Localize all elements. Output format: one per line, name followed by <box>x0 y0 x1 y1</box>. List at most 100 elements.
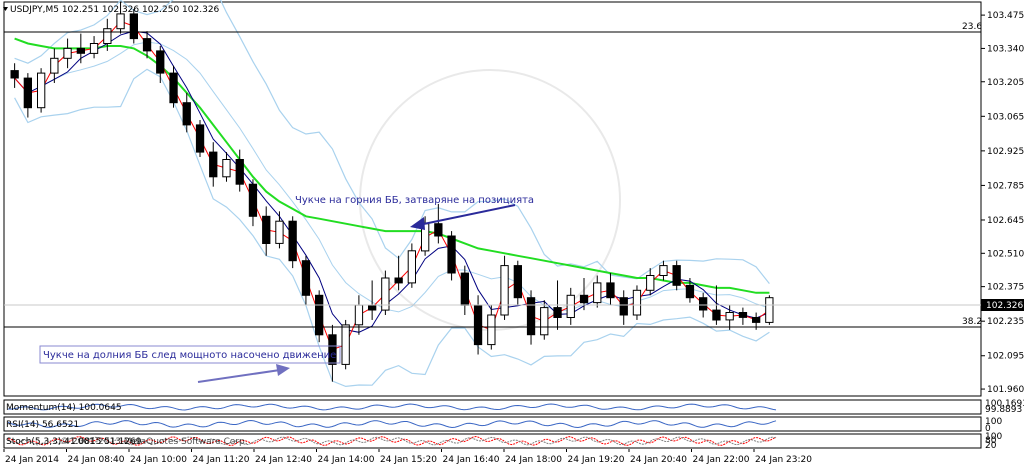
rsi-label: RSI(14) 56.6521 <box>6 420 79 430</box>
current-price-box <box>981 299 1024 311</box>
bull-candle <box>540 307 549 336</box>
stochastic-scale-80: 80 <box>985 436 997 446</box>
bull-candle <box>116 13 125 30</box>
price-tick-label: 102.925 <box>987 147 1024 157</box>
bear-candle <box>394 277 403 284</box>
time-tick-label: 24 Jan 22:00 <box>693 455 750 465</box>
bollinger-lower-line <box>14 68 770 388</box>
price-tick-label: 103.205 <box>987 78 1024 88</box>
bear-candle <box>182 102 191 126</box>
bear-candle <box>195 124 205 153</box>
bear-candle <box>156 50 165 74</box>
bear-candle <box>434 223 443 237</box>
bear-candle <box>447 235 456 274</box>
bear-candle <box>526 297 536 336</box>
stochastic-label: Stoch(5,3,3) 41.0815 51.1269 <box>6 437 142 447</box>
bear-candle <box>301 260 311 296</box>
bull-candle <box>275 220 284 244</box>
bear-candle <box>579 294 589 304</box>
bear-candle <box>129 13 138 40</box>
price-tick-label: 103.475 <box>987 11 1024 21</box>
time-tick-label: 24 Jan 15:20 <box>380 455 437 465</box>
bull-candle <box>593 282 602 304</box>
bear-candle <box>76 47 85 54</box>
momentum-scale-bottom: 99.8893 <box>985 405 1022 415</box>
time-tick-label: 24 Jan 11:20 <box>193 455 250 465</box>
upper-annotation: Чукче на горния ББ, затваряне на позиция… <box>295 195 534 206</box>
copyright-text: © 2001-2013 MetaQuotes Software Corp. <box>60 437 248 447</box>
bear-candle <box>169 72 178 104</box>
price-tick-label: 102.510 <box>987 249 1024 259</box>
bull-candle <box>632 289 642 316</box>
price-tick-label: 102.785 <box>987 181 1024 191</box>
bear-candle <box>712 309 721 321</box>
momentum-scale-top: 100.1693 <box>985 399 1024 409</box>
bull-candle <box>487 314 496 346</box>
rsi-pane[interactable] <box>3 416 982 432</box>
price-tick-label: 101.960 <box>987 385 1024 395</box>
lower-annotation-box <box>39 345 341 364</box>
bear-candle <box>315 294 324 336</box>
bear-candle <box>368 304 377 311</box>
bull-candle <box>646 275 655 291</box>
bear-candle <box>235 159 244 185</box>
price-tick-label: 103.340 <box>987 44 1024 54</box>
fib-level-23-label: 23.6 <box>962 22 982 32</box>
price-tick-label: 102.375 <box>987 283 1024 293</box>
time-tick-label: 24 Jan 19:20 <box>568 455 625 465</box>
bull-candle <box>103 28 112 45</box>
bull-candle <box>50 57 59 74</box>
bull-candle <box>89 43 99 54</box>
time-tick-label: 24 Jan 10:00 <box>130 455 187 465</box>
bear-candle <box>460 272 470 306</box>
bear-candle <box>606 282 615 299</box>
bear-candle <box>10 70 19 79</box>
bear-candle <box>738 312 748 318</box>
bull-candle <box>566 294 575 318</box>
bear-candle <box>619 297 628 316</box>
bear-candle <box>699 297 708 311</box>
bull-candle <box>37 72 46 109</box>
bollinger-middle-line <box>14 41 770 313</box>
bull-candle <box>725 312 734 321</box>
stochastic-scale-20: 20 <box>985 441 997 451</box>
rsi-scale-top: 100 <box>985 417 1002 427</box>
bear-candle <box>553 307 562 319</box>
rsi-line <box>7 419 777 429</box>
stochastic-scale-100: 100 <box>985 432 1002 442</box>
time-tick-label: 24 Jan 2014 <box>5 455 59 465</box>
bear-candle <box>328 334 337 365</box>
bull-candle <box>659 265 668 277</box>
ma-fast-line <box>14 20 770 351</box>
lower-annotation: Чукче на долния ББ след мощното насочено… <box>43 350 336 361</box>
bear-candle <box>288 220 297 262</box>
bear-candle <box>209 151 218 178</box>
bear-candle <box>23 77 33 109</box>
price-tick-label: 103.065 <box>987 112 1024 122</box>
time-axis[interactable]: 24 Jan 2014 24 Jan 08:40 24 Jan 10:00 24 Ja… <box>3 449 812 465</box>
symbol-header: USDJPY,M5 102.251 102.326 102.250 102.32… <box>10 5 220 15</box>
bollinger-bands <box>14 0 770 388</box>
bull-candle <box>341 324 350 365</box>
stochastic-pane[interactable] <box>3 433 982 449</box>
price-tick-label: 102.095 <box>987 352 1024 362</box>
bear-candle <box>672 265 681 286</box>
time-tick-label: 24 Jan 20:40 <box>630 455 687 465</box>
time-tick-label: 24 Jan 18:00 <box>505 455 562 465</box>
price-tick-label: 102.235 <box>987 317 1024 327</box>
momentum-pane[interactable] <box>3 399 982 415</box>
price-scale[interactable]: 103.475 103.340 103.205 103.065 102.925 102.7… <box>981 11 1024 395</box>
lower-arrow <box>197 364 290 383</box>
time-tick-label: 24 Jan 14:00 <box>318 455 375 465</box>
bull-candle <box>222 159 231 178</box>
rsi-scale-bottom: 0 <box>985 424 991 434</box>
collapse-triangle-icon[interactable] <box>3 7 8 11</box>
bear-candle <box>248 183 258 217</box>
bull-candle <box>63 47 72 59</box>
upper-arrow <box>410 204 516 230</box>
bear-candle <box>752 317 761 323</box>
bear-candle <box>513 265 523 299</box>
stochastic-signal-line <box>7 436 777 446</box>
